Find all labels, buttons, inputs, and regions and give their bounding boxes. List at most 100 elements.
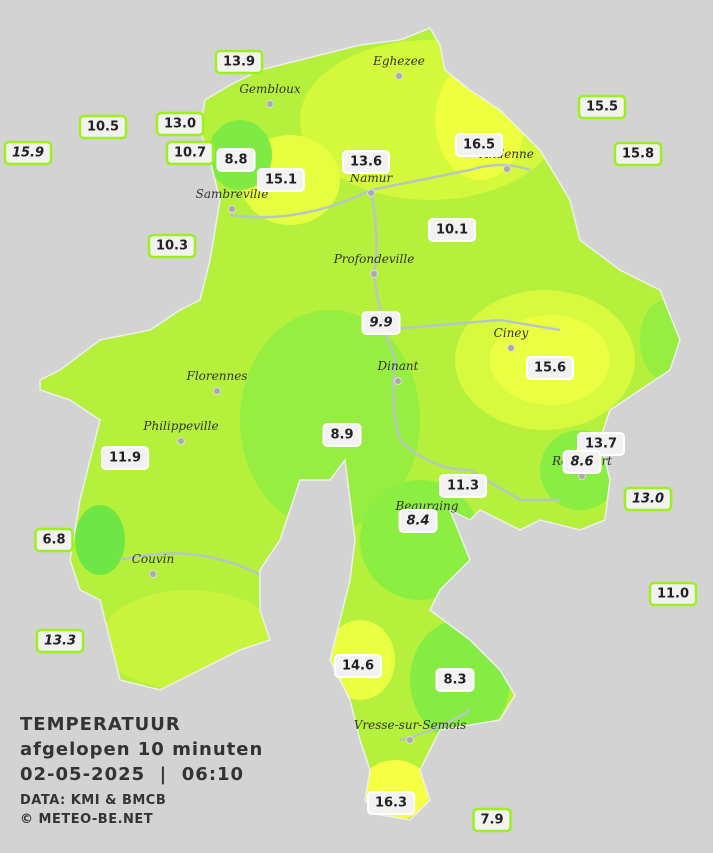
title: TEMPERATUUR [20,714,181,735]
station-box [322,423,362,447]
station-box [366,791,416,815]
town-label: Dinant [377,359,419,373]
stations: 13.9 10.5 13.0 15.9 10.7 8.8 15.1 13.6 16.5 15.5 1… [3,49,698,833]
station-box [648,581,698,607]
station-box [577,94,627,120]
station-box [435,668,475,692]
station: 13.3 [35,628,85,654]
station: 15.1 [256,168,306,192]
station-box [35,628,85,654]
town-dot [367,189,375,197]
subtitle: afgelopen 10 minuten [20,739,263,760]
source: DATA: KMI & BMCB [20,793,166,808]
station-value: 16.5 [463,138,495,153]
station-box [525,356,575,380]
town-dot [177,437,185,445]
town-dot [406,736,414,744]
station-value: 15.6 [534,361,566,376]
town-label: Namur [349,171,394,185]
town-dot [370,270,378,278]
town-dot [266,100,274,108]
station-value: 13.3 [44,634,76,649]
station-value: 11.9 [109,451,141,466]
station-box [613,141,663,167]
town-dot [228,205,236,213]
town-label: Gembloux [239,82,301,96]
datetime: 02-05-2025 | 06:10 [20,764,244,785]
station-box [147,233,197,259]
town-label: Couvin [132,552,174,566]
station-box [165,140,215,166]
station: 8.6 [562,450,602,474]
station: 13.6 [341,150,391,174]
station: 8.8 [216,148,256,172]
town-label: Sambreville [196,187,269,201]
station: 15.5 [577,94,627,120]
station-value: 15.5 [586,100,618,115]
station-box [454,133,504,157]
station-box [623,486,673,512]
station-value: 13.7 [585,437,617,452]
station-value: 16.3 [375,796,407,811]
town-dot [503,165,511,173]
station-value: 11.3 [447,479,479,494]
station: 10.5 [78,114,128,140]
town-label: Profondeville [333,252,415,266]
town-label: Philippeville [142,419,218,433]
station-box [34,527,74,553]
station: 8.9 [322,423,362,447]
town-dot [213,387,221,395]
station: 11.3 [438,474,488,498]
station: 16.3 [366,791,416,815]
station: 7.9 [472,807,512,833]
station: 8.4 [398,509,438,533]
station-value: 11.0 [657,587,689,602]
station-value: 8.8 [224,153,247,168]
station-value: 8.3 [443,673,466,688]
station: 16.5 [454,133,504,157]
town-label: Vresse-sur-Semois [354,718,467,732]
station-box [155,111,205,137]
station-box [333,654,383,678]
station-value: 10.1 [436,223,468,238]
station-box [100,446,150,470]
station: 15.8 [613,141,663,167]
station: 15.6 [525,356,575,380]
station-box [562,450,602,474]
station: 9.9 [361,311,401,335]
town-dot [395,72,403,80]
town-label: Florennes [186,369,248,383]
station-value: 13.6 [350,155,382,170]
station-box [216,148,256,172]
station: 10.7 [165,140,215,166]
station-box [438,474,488,498]
town-label: Ciney [494,326,529,340]
station-box [256,168,306,192]
station: 14.6 [333,654,383,678]
station-value: 13.0 [632,492,664,507]
town-dot [394,377,402,385]
towns: EghezeeGemblouxAndenneNamurSambrevillePr… [132,54,612,744]
station: 6.8 [34,527,74,553]
station: 13.0 [623,486,673,512]
station-value: 15.8 [622,147,654,162]
station-box [78,114,128,140]
station: 10.3 [147,233,197,259]
station: 13.9 [214,49,264,75]
station-value: 9.9 [369,316,392,331]
station-value: 10.7 [174,146,206,161]
station-box [472,807,512,833]
station: 13.0 [155,111,205,137]
station: 8.3 [435,668,475,692]
station-value: 6.8 [42,533,65,548]
town-dot [507,344,515,352]
station-value: 7.9 [480,813,503,828]
station-box [427,218,477,242]
station: 15.9 [3,140,53,166]
station: 11.0 [648,581,698,607]
station-box [3,140,53,166]
town-dot [149,570,157,578]
station-value: 8.9 [330,428,353,443]
station-box [361,311,401,335]
